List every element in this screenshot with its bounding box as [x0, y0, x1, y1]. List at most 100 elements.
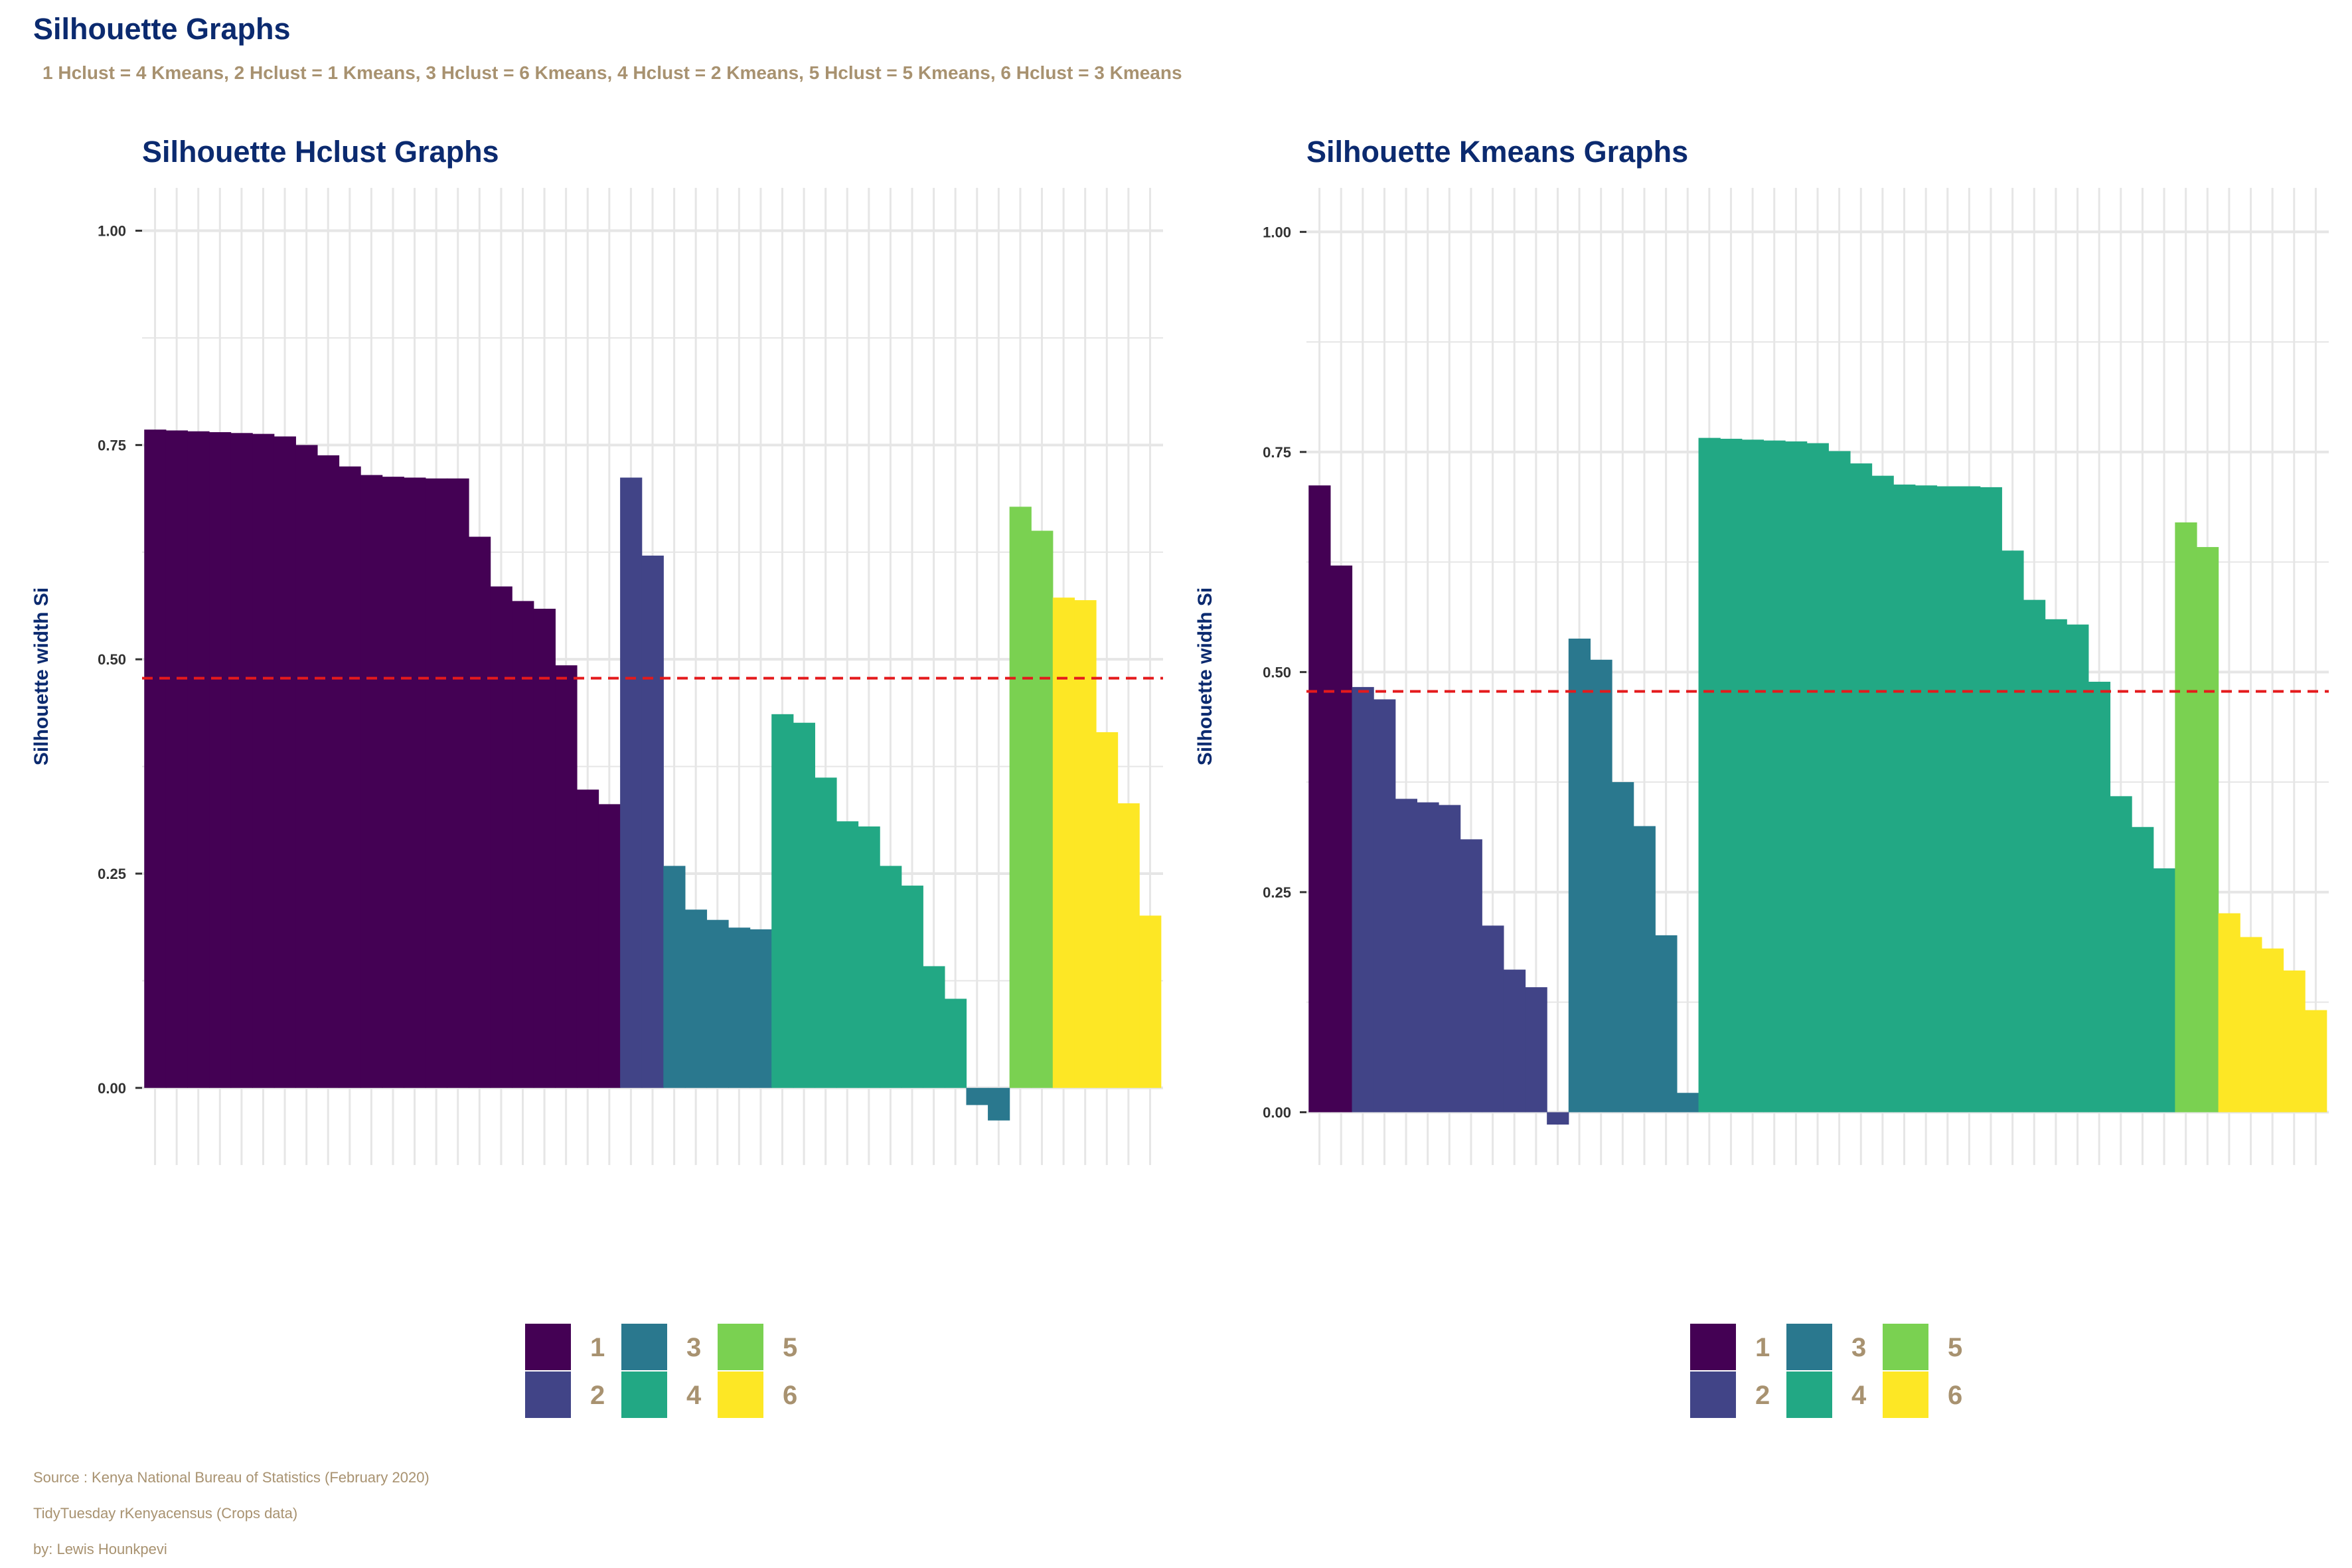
legend-label: 5 — [783, 1333, 797, 1362]
silhouette-bar — [317, 455, 340, 1088]
silhouette-bar — [923, 966, 945, 1088]
silhouette-bar — [2001, 550, 2024, 1113]
silhouette-bar — [144, 430, 167, 1088]
legend-swatch — [524, 1370, 572, 1419]
figure-subtitle: 1 Hclust = 4 Kmeans, 2 Hclust = 1 Kmeans… — [42, 62, 1182, 83]
silhouette-bar — [1352, 686, 1374, 1113]
silhouette-bar — [382, 477, 404, 1088]
legend-label: 2 — [590, 1381, 605, 1410]
silhouette-bar — [252, 433, 275, 1088]
y-tick-label: 0.75 — [98, 437, 126, 453]
y-tick-label: 1.00 — [98, 223, 126, 240]
legend-swatch — [1689, 1370, 1737, 1419]
silhouette-bar — [706, 919, 729, 1088]
silhouette-bar — [2196, 547, 2219, 1113]
silhouette-bar — [1806, 443, 1829, 1113]
silhouette-bar — [663, 866, 686, 1088]
legend-label: 6 — [783, 1381, 797, 1410]
silhouette-bar — [1009, 507, 1032, 1088]
legend-label: 1 — [1755, 1333, 1770, 1362]
silhouette-bar — [1980, 487, 2002, 1113]
legend-swatch — [524, 1322, 572, 1372]
silhouette-bar — [728, 927, 751, 1088]
y-tick-label: 0.00 — [1263, 1104, 1291, 1121]
silhouette-bar — [2261, 948, 2284, 1113]
silhouette-bar — [1893, 484, 1916, 1113]
silhouette-bar — [1417, 802, 1439, 1113]
y-tick-label: 0.00 — [98, 1080, 126, 1097]
silhouette-bar — [1936, 486, 1959, 1113]
legend-label: 4 — [1851, 1381, 1867, 1410]
silhouette-bar — [771, 714, 794, 1088]
silhouette-bar — [598, 804, 621, 1088]
silhouette-bar — [901, 886, 923, 1088]
silhouette-bar — [836, 821, 859, 1088]
silhouette-bar — [1612, 782, 1634, 1113]
y-tick-label: 0.25 — [98, 866, 126, 882]
silhouette-bar — [1785, 441, 1808, 1113]
silhouette-bar — [187, 431, 210, 1088]
legend-label: 6 — [1948, 1381, 1962, 1410]
legend-swatch — [716, 1370, 765, 1419]
caption-tidytuesday: TidyTuesday rKenyacensus (Crops data) — [33, 1505, 298, 1522]
silhouette-bar — [469, 536, 491, 1088]
silhouette-bar — [1460, 839, 1482, 1113]
caption-source: Source : Kenya National Bureau of Statis… — [33, 1469, 430, 1486]
silhouette-bar — [1849, 463, 1873, 1113]
figure-title: Silhouette Graphs — [33, 12, 291, 46]
silhouette-bar — [1373, 699, 1396, 1113]
silhouette-bar — [1828, 451, 1851, 1113]
legend-swatch — [1881, 1370, 1930, 1419]
silhouette-bar — [1308, 485, 1331, 1113]
silhouette-bar — [2240, 937, 2262, 1113]
silhouette-bar — [2153, 868, 2175, 1113]
silhouette-bar — [1052, 597, 1075, 1088]
hclust-chart-title: Silhouette Hclust Graphs — [142, 135, 499, 169]
silhouette-bar — [576, 789, 599, 1088]
silhouette-bar — [295, 445, 318, 1088]
silhouette-bar — [858, 826, 880, 1088]
legend-label: 3 — [1851, 1333, 1866, 1362]
y-tick-label: 0.50 — [1263, 664, 1291, 680]
silhouette-bar — [2067, 624, 2089, 1113]
silhouette-bar — [620, 477, 643, 1088]
silhouette-bar — [815, 777, 837, 1088]
silhouette-bar — [425, 478, 448, 1088]
silhouette-bar — [2110, 796, 2132, 1113]
silhouette-bar — [2175, 522, 2197, 1113]
silhouette-bar — [1915, 485, 1938, 1113]
silhouette-bar — [1482, 925, 1504, 1113]
silhouette-bar — [1095, 732, 1119, 1088]
legend-swatch — [1881, 1322, 1930, 1372]
silhouette-bar — [641, 555, 664, 1088]
silhouette-bar — [793, 722, 815, 1088]
legend-label: 4 — [686, 1381, 702, 1410]
silhouette-bar — [1117, 803, 1140, 1088]
silhouette-bar — [1074, 600, 1097, 1088]
silhouette-bar — [1330, 565, 1353, 1113]
silhouette-bar — [1633, 826, 1656, 1113]
silhouette-bar — [1503, 969, 1526, 1113]
silhouette-bar — [1547, 1112, 1569, 1125]
silhouette-bar — [447, 478, 469, 1088]
kmeans-chart-title: Silhouette Kmeans Graphs — [1306, 135, 1689, 169]
silhouette-bar — [988, 1087, 1010, 1121]
legend-swatch — [620, 1370, 668, 1419]
silhouette-bar — [1741, 439, 1764, 1113]
silhouette-bar — [1568, 638, 1591, 1113]
y-tick-label: 0.50 — [98, 651, 126, 668]
silhouette-bar — [512, 601, 534, 1088]
legend-label: 3 — [686, 1333, 701, 1362]
caption-author: by: Lewis Hounkpevi — [33, 1541, 167, 1557]
silhouette-bar — [1655, 935, 1678, 1113]
silhouette-bar — [165, 430, 189, 1088]
silhouette-bar — [274, 436, 296, 1088]
silhouette-bar — [533, 608, 556, 1088]
silhouette-bar — [2283, 970, 2306, 1113]
silhouette-bar — [1395, 799, 1417, 1113]
silhouette-bar — [1139, 915, 1162, 1088]
silhouette-bar — [966, 1087, 988, 1105]
y-axis-label: Silhouette width Si — [31, 588, 52, 765]
